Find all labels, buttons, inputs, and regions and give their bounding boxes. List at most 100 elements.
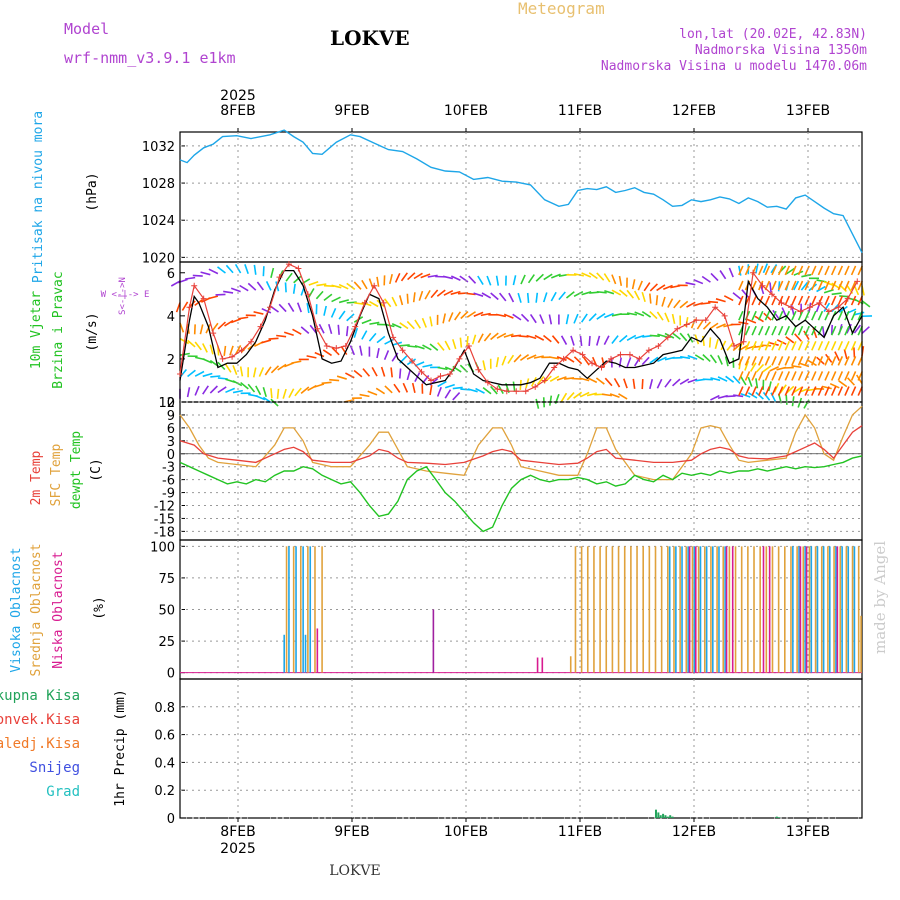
wind-arrow — [368, 278, 374, 289]
wind-arrow — [473, 292, 484, 297]
wind-arrow — [565, 314, 570, 325]
wind-compass-sn: S<-|->N — [118, 277, 128, 315]
wind-arrow — [402, 382, 409, 393]
wind-gust-marker — [854, 278, 861, 285]
wind-arrow — [716, 323, 726, 329]
wind-arrow — [217, 266, 226, 274]
wind-arrow — [850, 295, 857, 306]
wind-arrow — [837, 356, 844, 366]
wind-arrow — [247, 282, 257, 291]
bottom-date-tick: 9FEB — [334, 824, 369, 840]
wind-arrow — [262, 386, 267, 398]
wind-gust-marker — [428, 377, 435, 384]
wind-arrow — [536, 376, 545, 385]
wind-arrow — [817, 340, 824, 351]
wind-arrow — [407, 345, 418, 348]
wind-arrow — [837, 340, 844, 351]
wind-arrow — [824, 265, 830, 276]
wind-arrow — [751, 310, 757, 321]
wind-arrow — [292, 283, 296, 294]
wind-arrow — [764, 371, 771, 381]
wind-gust-marker — [177, 371, 183, 377]
wind-arrow — [261, 339, 272, 344]
wind-arrow — [293, 275, 302, 284]
wind-arrow — [732, 375, 741, 385]
wind-arrow — [527, 274, 535, 284]
wind-arrow — [277, 363, 287, 371]
wind-arrow — [349, 345, 356, 356]
wind-arrow — [662, 284, 673, 291]
pressure-ytick-label: 1020 — [142, 251, 175, 266]
wind-arrow — [829, 382, 840, 389]
wind-arrow — [611, 274, 617, 285]
wind-arrow — [323, 305, 327, 316]
wind-gust-marker — [750, 269, 757, 276]
wind-arrow — [526, 354, 537, 360]
wind-arrow — [477, 275, 484, 285]
wind-arrow — [717, 376, 728, 382]
temp-ytick-label: -18 — [154, 525, 175, 540]
wind-gust-marker — [186, 304, 193, 311]
wind-gust-marker — [664, 334, 671, 341]
wind-arrow — [503, 333, 514, 338]
wind-arrow — [817, 280, 824, 291]
wind-arrow — [560, 392, 568, 403]
wind-arrow — [362, 368, 371, 377]
wind-arrow — [367, 390, 378, 396]
wind-arrow — [496, 332, 507, 339]
wind-arrow — [255, 395, 266, 401]
wind-arrow — [784, 265, 791, 276]
wind-arrow — [442, 275, 453, 280]
wind-arrow — [633, 290, 641, 301]
wind-arrow — [430, 289, 439, 299]
wind-gust-marker — [446, 371, 453, 377]
wind-arrow — [673, 299, 681, 309]
wind-gust-marker — [626, 351, 633, 358]
wind-arrow — [823, 302, 831, 312]
wind-arrow — [308, 280, 319, 286]
wind-arrow — [314, 351, 325, 358]
wind-arrow — [601, 393, 613, 397]
bottom-date-tick: 8FEB — [220, 824, 255, 840]
wind-arrow — [777, 295, 784, 306]
wind-arrow — [773, 382, 780, 393]
wind-gust-marker — [607, 355, 614, 362]
wind-arrow — [797, 356, 804, 366]
wind-gust-marker — [636, 355, 643, 362]
wind-arrow — [850, 371, 857, 381]
wind-gust-marker — [835, 304, 842, 311]
wind-arrow — [225, 387, 236, 394]
wind-arrow — [389, 273, 393, 285]
wind-gust-marker — [295, 265, 302, 272]
wind-arrow — [359, 393, 370, 398]
wind-arrow — [784, 325, 791, 336]
precip-ytick-label: 0.2 — [154, 784, 175, 799]
wind-arrow — [399, 322, 409, 330]
wind-arrow — [753, 345, 764, 349]
wind-arrow — [383, 350, 390, 360]
wind-arrow — [837, 295, 844, 306]
wind-arrow — [830, 295, 837, 306]
wind-arrow — [618, 393, 628, 400]
wind-gust-marker — [655, 343, 662, 349]
wind-arrow — [837, 265, 844, 276]
wind-arrow — [596, 312, 606, 320]
wind-arrow — [656, 378, 663, 389]
wind-arrow — [300, 278, 311, 285]
wind-arrow — [804, 371, 810, 381]
wind-arrow — [764, 310, 771, 321]
wind-arrow — [702, 354, 711, 362]
wind-arrow — [596, 290, 607, 294]
wind-gust-marker — [503, 388, 510, 395]
cloud-ytick-label: 75 — [158, 572, 175, 587]
wind-arrow — [764, 340, 771, 351]
wind-arrow — [391, 341, 403, 346]
wind-gust-marker — [570, 347, 577, 354]
wind-gust-marker — [371, 282, 378, 289]
wind-arrow — [508, 292, 515, 303]
wind-arrow — [490, 332, 499, 341]
wind-arrow — [785, 336, 795, 344]
wind-ylabel2: Brzina i Pravac — [51, 271, 66, 388]
wind-arrow — [830, 340, 837, 351]
